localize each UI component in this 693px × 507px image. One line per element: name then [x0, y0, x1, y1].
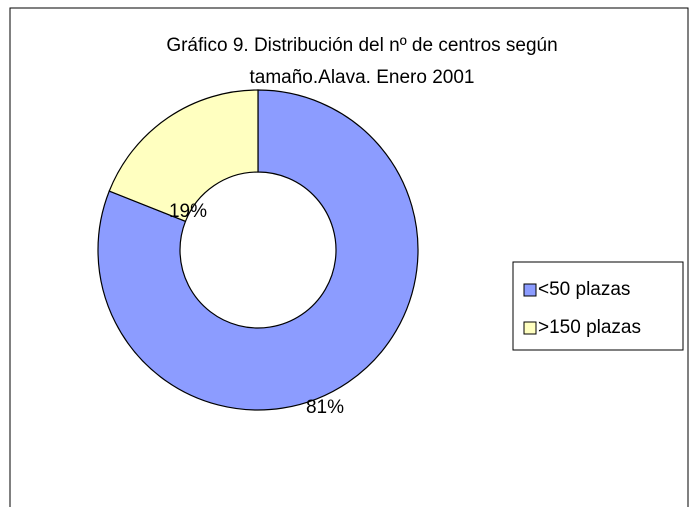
donut-segment [97, 89, 419, 411]
legend-label: >150 plazas [538, 317, 641, 338]
donut-segment [108, 89, 259, 223]
chart-subtitle: tamaño.Alava. Enero 2001 [250, 67, 475, 88]
legend-swatch [523, 283, 537, 297]
data-label: 81% [306, 397, 344, 418]
data-label: 19% [169, 201, 207, 222]
chart-title: Gráfico 9. Distribución del nº de centro… [166, 35, 557, 56]
legend-label: <50 plazas [538, 279, 630, 300]
legend-box [512, 261, 684, 351]
legend-swatch [523, 321, 537, 335]
